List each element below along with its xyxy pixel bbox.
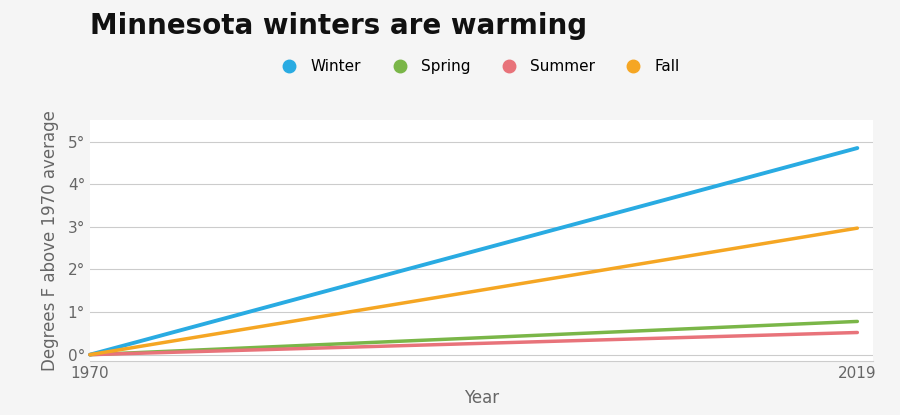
X-axis label: Year: Year: [464, 389, 500, 407]
Y-axis label: Degrees F above 1970 average: Degrees F above 1970 average: [41, 110, 59, 371]
Legend: Winter, Spring, Summer, Fall: Winter, Spring, Summer, Fall: [268, 53, 686, 81]
Text: Minnesota winters are warming: Minnesota winters are warming: [90, 12, 587, 40]
